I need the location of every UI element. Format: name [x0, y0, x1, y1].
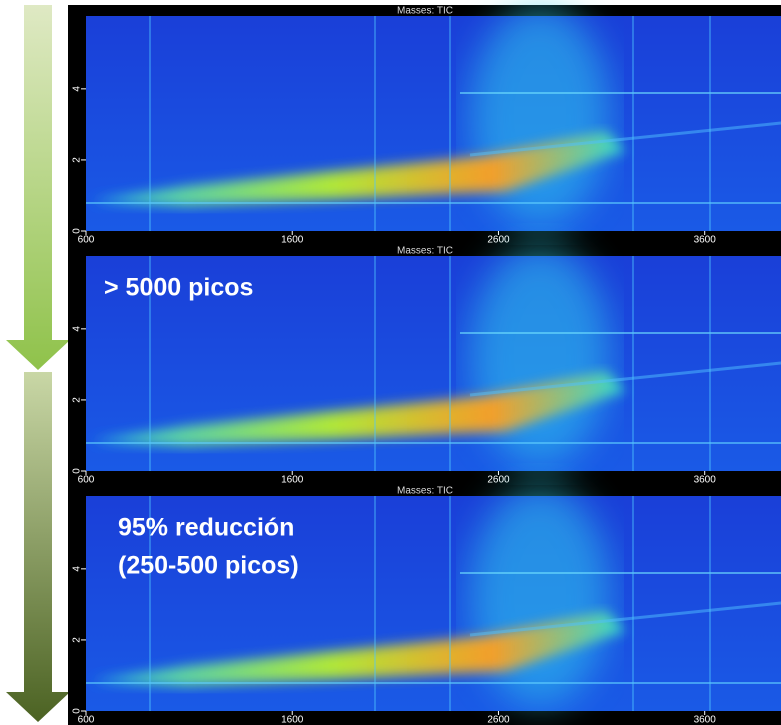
- y-tick-label: 4: [72, 86, 83, 92]
- annotation: 95% reducción: [118, 514, 294, 542]
- x-tick-label: 2600: [487, 475, 510, 486]
- arrow: [6, 372, 70, 722]
- y-tick-label: 2: [72, 397, 83, 403]
- x-tick-label: 3600: [694, 235, 717, 246]
- panel: Masses: TIC 600 1600 2600 3600 0 2 4 95% reducci…: [68, 485, 781, 725]
- x-tick-label: 1600: [281, 235, 304, 246]
- glow: [470, 245, 610, 465]
- y-tick-label: 0: [72, 708, 83, 714]
- y-tick-label: 2: [72, 157, 83, 163]
- y-tick-label: 0: [72, 468, 83, 474]
- panel-title: Masses: TIC: [397, 246, 453, 257]
- panel: Masses: TIC 600 1600 2600 3600 0 2 4 > 5000 pico…: [68, 245, 781, 486]
- y-tick-label: 4: [72, 566, 83, 572]
- glow: [470, 485, 610, 705]
- x-tick-label: 2600: [487, 235, 510, 246]
- y-tick-label: 2: [72, 637, 83, 643]
- x-tick-label: 1600: [281, 715, 304, 725]
- arrow: [6, 5, 70, 370]
- annotation: > 5000 picos: [104, 274, 253, 302]
- x-tick-label: 1600: [281, 475, 304, 486]
- panel-title: Masses: TIC: [397, 486, 453, 497]
- x-tick-label: 600: [78, 475, 95, 486]
- x-tick-label: 600: [78, 235, 95, 246]
- figure: Masses: TIC600160026003600024Masses: TIC…: [0, 0, 781, 725]
- y-tick-label: 0: [72, 228, 83, 234]
- panel: Masses: TIC 600 1600 2600 3600 0 2 4: [68, 5, 781, 246]
- x-tick-label: 600: [78, 715, 95, 725]
- y-tick-label: 4: [72, 326, 83, 332]
- x-tick-label: 3600: [694, 475, 717, 486]
- x-tick-label: 3600: [694, 715, 717, 725]
- x-tick-label: 2600: [487, 715, 510, 725]
- panel-title: Masses: TIC: [397, 6, 453, 17]
- annotation: (250-500 picos): [118, 552, 299, 580]
- glow: [470, 5, 610, 225]
